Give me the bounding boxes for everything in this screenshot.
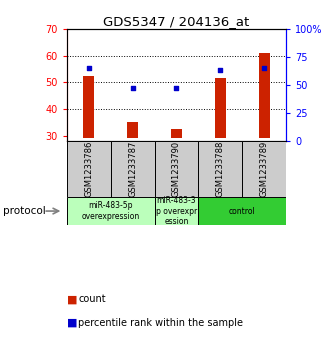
- Text: miR-483-3
p overexpr
ession: miR-483-3 p overexpr ession: [156, 196, 197, 226]
- Bar: [198, 197, 286, 225]
- Text: GSM1233788: GSM1233788: [216, 141, 225, 197]
- Text: miR-483-5p
overexpression: miR-483-5p overexpression: [82, 201, 140, 221]
- Text: percentile rank within the sample: percentile rank within the sample: [78, 318, 243, 328]
- Bar: [155, 141, 198, 197]
- Text: ■: ■: [67, 318, 77, 328]
- Bar: [67, 141, 111, 197]
- Bar: [242, 141, 286, 197]
- Bar: [127, 122, 138, 138]
- Bar: [67, 197, 155, 225]
- Point: [86, 65, 91, 71]
- Point: [130, 86, 135, 91]
- Bar: [259, 53, 270, 138]
- Bar: [215, 78, 226, 138]
- Bar: [155, 197, 198, 225]
- Text: protocol: protocol: [3, 206, 46, 216]
- Bar: [171, 129, 182, 138]
- Text: GSM1233790: GSM1233790: [172, 141, 181, 197]
- Text: GSM1233789: GSM1233789: [260, 141, 269, 197]
- Text: GSM1233787: GSM1233787: [128, 141, 137, 197]
- Text: count: count: [78, 294, 106, 305]
- Point: [174, 86, 179, 91]
- Bar: [83, 76, 94, 138]
- Point: [262, 65, 267, 71]
- Bar: [198, 141, 242, 197]
- Point: [218, 68, 223, 73]
- Text: control: control: [229, 207, 256, 216]
- Bar: [111, 141, 155, 197]
- Text: ■: ■: [67, 294, 77, 305]
- Title: GDS5347 / 204136_at: GDS5347 / 204136_at: [103, 15, 250, 28]
- Text: GSM1233786: GSM1233786: [84, 141, 93, 197]
